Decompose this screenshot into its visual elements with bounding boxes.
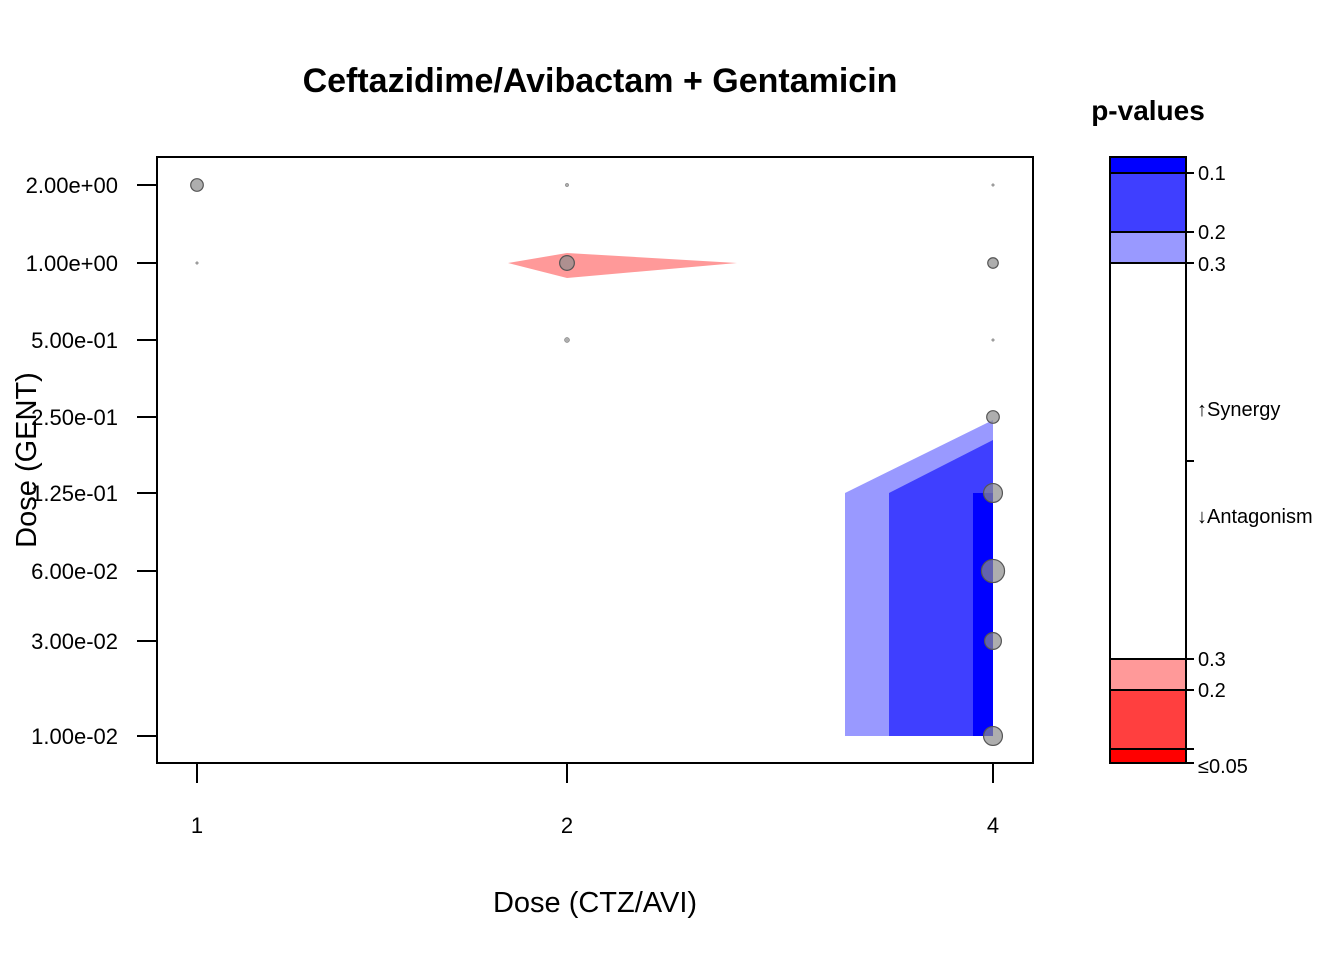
legend-frame [1109,156,1187,764]
synergy-region-p0.2 [889,440,993,736]
data-points [190,178,1006,747]
chart-title: Ceftazidime/Avibactam + Gentamicin [303,62,898,100]
legend-label-syn-0.3: 0.3 [1198,254,1226,276]
y-tick-label: 1.00e-02 [31,724,118,749]
synergy-region-p0.1 [973,493,993,736]
data-point [195,261,199,265]
legend-label-ant-0.05: ≤0.05 [1198,756,1248,778]
synergy-antagonism-regions [508,253,993,736]
data-point [565,183,569,187]
y-tick-label: 1.00e+00 [26,251,118,276]
y-tick-label: 2.50e-01 [31,405,118,430]
legend-label-ant-0.2: 0.2 [1198,680,1226,702]
legend-title: p-values [1091,95,1205,126]
data-point [991,183,995,187]
y-tick-label: 6.00e-02 [31,559,118,584]
data-point [190,178,204,192]
legend-band-neutral [1110,263,1186,659]
data-point [982,482,1004,504]
data-point [987,257,999,269]
legend-band-ant-light [1110,659,1186,690]
y-tick-label: 2.00e+00 [26,173,118,198]
data-point [991,338,995,342]
legend-band-syn-mid [1110,173,1186,232]
y-axis: 1.00e-02 3.00e-02 6.00e-02 1.25e-01 2.50e-01… [26,173,157,749]
legend: p-values 0.1 0.2 0.3 ↑Synergy [1091,95,1312,778]
x-axis-label: Dose (CTZ/AVI) [493,887,697,919]
x-tick-label: 4 [987,813,999,838]
data-point [986,410,1000,424]
data-point [980,558,1006,584]
antagonism-region-p0.3 [508,253,737,278]
y-tick-label: 1.25e-01 [31,481,118,506]
legend-band-ant-mid [1110,690,1186,749]
legend-label-syn-0.2: 0.2 [1198,222,1226,244]
data-point [983,631,1002,650]
legend-label-synergy: ↑Synergy [1197,399,1280,421]
data-point [564,337,570,343]
legend-label-syn-0.1: 0.1 [1198,163,1226,185]
legend-band-ant-strong [1110,749,1186,763]
y-tick-label: 3.00e-02 [31,629,118,654]
legend-band-syn-strong [1110,157,1186,173]
x-tick-label: 1 [191,813,203,838]
legend-label-antagonism: ↓Antagonism [1197,506,1313,528]
x-tick-label: 2 [561,813,573,838]
data-point [559,255,575,271]
plot-frame [156,156,1034,764]
legend-band-syn-light [1110,232,1186,263]
data-point [982,725,1004,747]
y-axis-label: Dose (GENT) [11,372,43,548]
x-axis: 1 2 4 [191,763,999,838]
y-tick-label: 5.00e-01 [31,328,118,353]
legend-label-ant-0.3: 0.3 [1198,649,1226,671]
